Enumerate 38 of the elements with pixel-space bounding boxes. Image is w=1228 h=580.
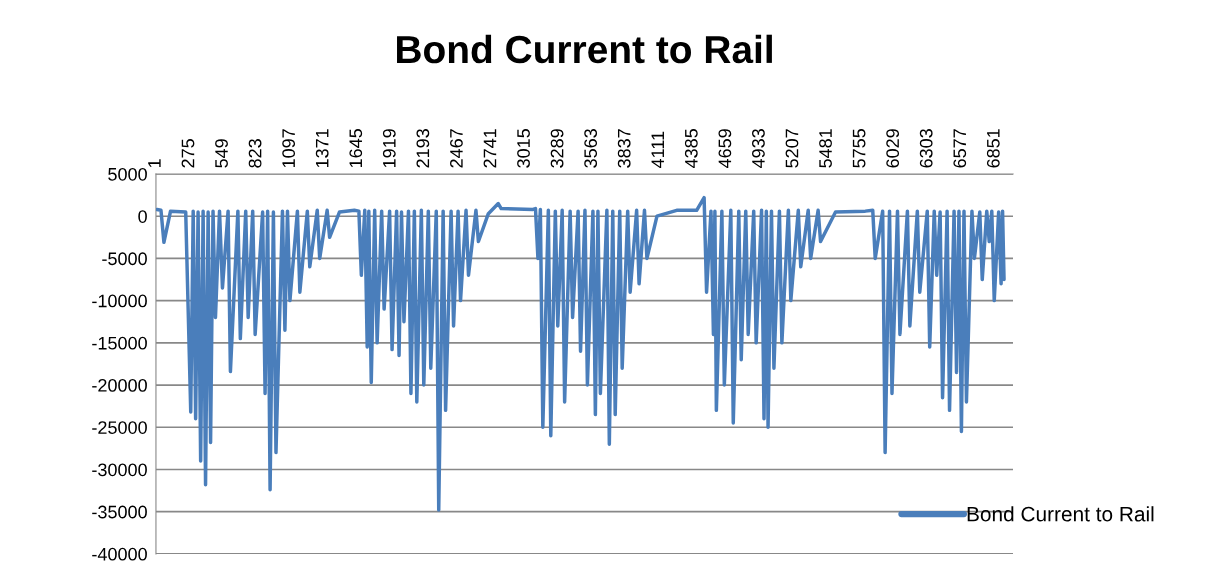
y-tick-label: 5000 <box>108 167 147 181</box>
x-tick-label: 4111 <box>651 131 664 169</box>
y-tick-label: -5000 <box>102 252 147 266</box>
x-tick-label: 1645 <box>349 129 363 168</box>
x-tick-label: 6303 <box>919 129 933 168</box>
x-tick-label: 1 <box>148 159 161 168</box>
legend-label: Bond Current to Rail <box>967 506 1154 522</box>
x-tick-label: 6029 <box>886 129 900 168</box>
x-tick-label: 275 <box>181 139 195 168</box>
x-tick-label: 2741 <box>483 129 497 168</box>
x-tick-label: 2193 <box>416 129 430 168</box>
y-tick-label: -35000 <box>92 505 147 519</box>
x-tick-label: 4385 <box>684 129 698 169</box>
y-tick-label: -40000 <box>92 547 147 561</box>
x-tick-label: 549 <box>215 139 228 168</box>
x-tick-label: 5755 <box>852 129 866 168</box>
y-tick-label: -30000 <box>92 463 147 477</box>
y-tick-label: 0 <box>138 210 147 223</box>
y-tick-label: -25000 <box>92 421 147 434</box>
y-tick-label: -10000 <box>92 294 147 308</box>
x-tick-label: 1919 <box>382 129 396 168</box>
x-tick-label: 3837 <box>617 129 631 168</box>
x-tick-label: 5481 <box>819 129 832 168</box>
x-tick-label: 3563 <box>584 129 598 168</box>
x-tick-label: 1097 <box>282 129 296 168</box>
x-tick-label: 2467 <box>450 129 463 168</box>
x-tick-label: 3289 <box>550 129 564 168</box>
x-tick-label: 6577 <box>953 129 967 168</box>
x-tick-label: 6851 <box>986 129 1000 168</box>
y-tick-label: -20000 <box>92 378 147 392</box>
y-tick-label: -15000 <box>92 336 147 350</box>
chart-title: Bond Current to Rail <box>397 34 772 64</box>
x-tick-label: 4659 <box>718 129 732 169</box>
x-tick-label: 4933 <box>752 129 765 169</box>
x-tick-label: 823 <box>248 139 262 168</box>
x-tick-label: 1371 <box>315 129 329 168</box>
x-tick-label: 3015 <box>517 129 530 168</box>
x-tick-label: 5207 <box>785 129 799 168</box>
